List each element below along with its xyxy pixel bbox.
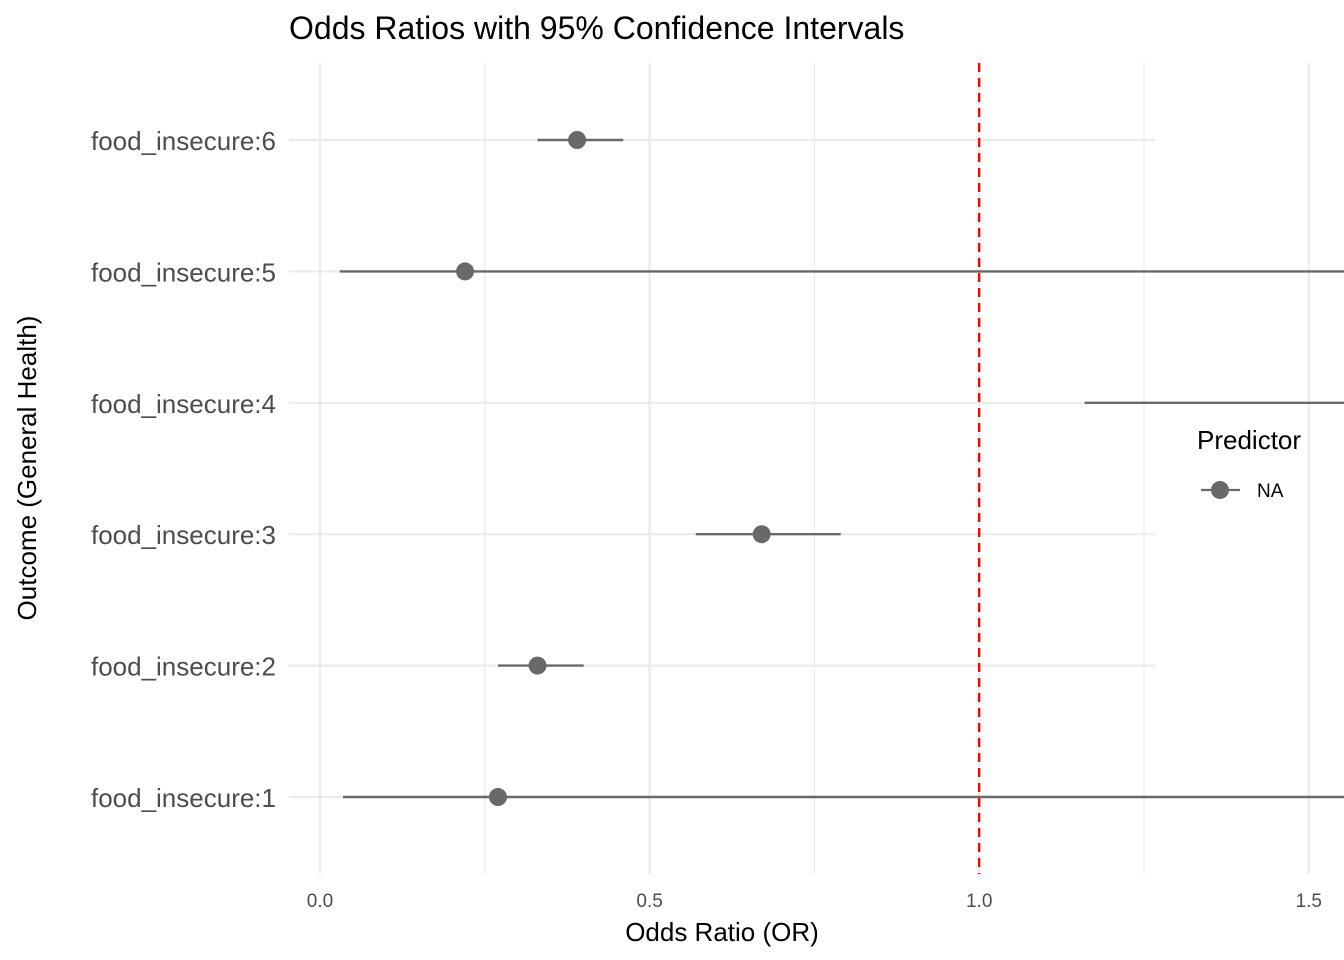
x-tick-label: 1.5 [1296,891,1322,912]
y-tick-label: food_insecure:2 [91,652,276,682]
x-tick-label: 0.5 [636,891,662,912]
or-point [488,788,507,806]
minor-gridlines [484,63,1145,874]
or-point [456,262,475,281]
chart-title: Odds Ratios with 95% Confidence Interval… [289,10,904,46]
or-point [752,525,771,544]
y-tick-label: food_insecure:3 [91,520,276,550]
or-point [568,131,587,149]
legend: Predictor NA [1197,425,1301,502]
y-axis-title: Outcome (General Health) [12,316,42,621]
or-point [528,656,547,675]
y-tick-label: food_insecure:4 [91,389,276,419]
major-gridlines [289,63,1310,874]
y-tick-label: food_insecure:1 [91,783,276,813]
x-tick-label: 1.0 [966,891,992,912]
legend-title: Predictor [1197,425,1301,455]
x-tick-label: 0.0 [307,891,333,912]
data-marks [339,131,1344,806]
y-axis-tick-labels: food_insecure:1 food_insecure:2 food_insec… [91,126,276,813]
legend-label: NA [1257,481,1284,502]
y-tick-label: food_insecure:6 [91,126,276,156]
y-tick-label: food_insecure:5 [91,257,276,287]
x-axis-tick-labels: 0.00.51.01.52.02.5 [307,891,1322,912]
legend-key-point [1211,481,1229,499]
x-axis-title: Odds Ratio (OR) [625,917,819,947]
